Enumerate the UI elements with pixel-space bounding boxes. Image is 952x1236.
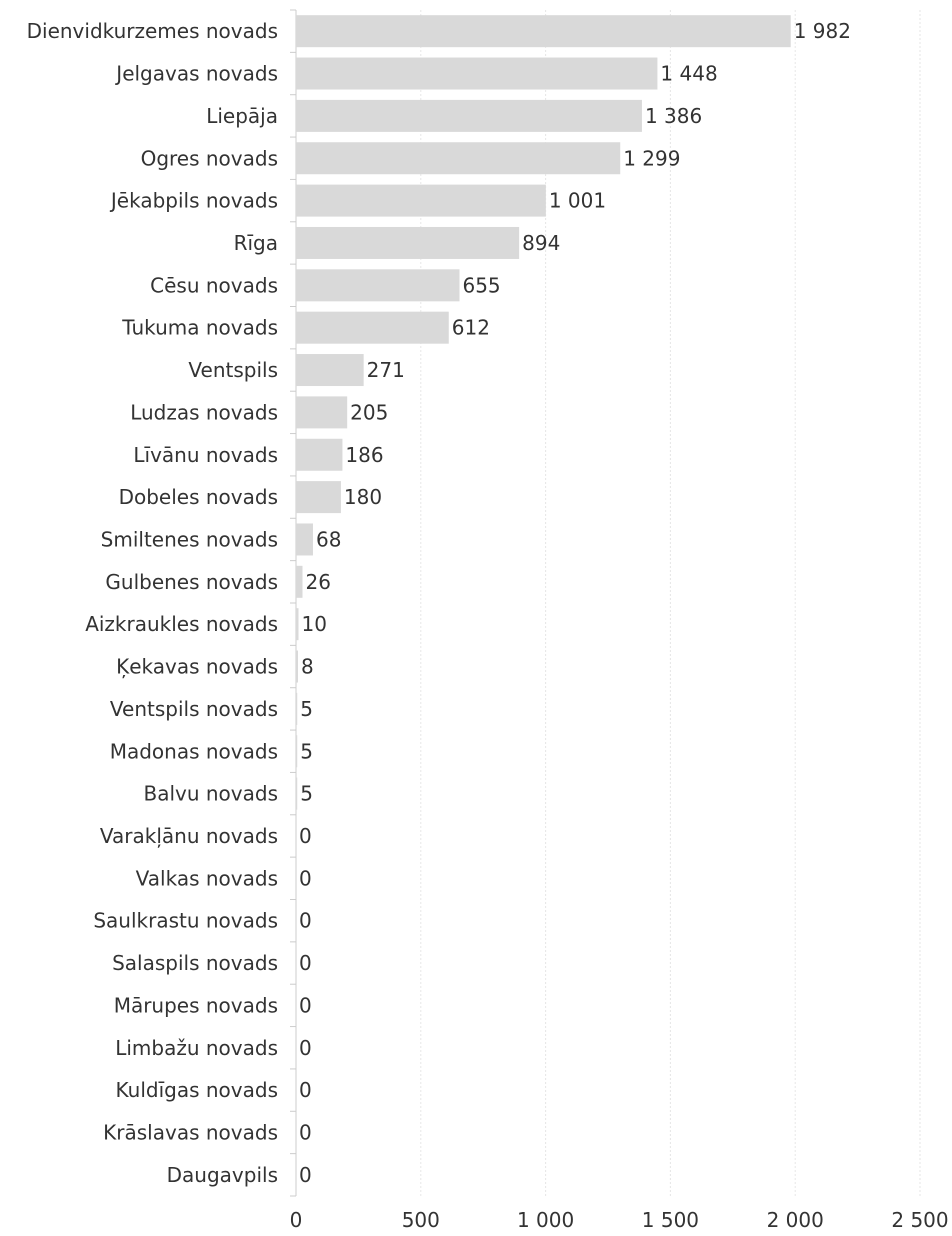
- x-tick-label: 2 500: [891, 1208, 948, 1232]
- value-label: 0: [299, 1163, 312, 1187]
- category-label: Krāslavas novads: [103, 1120, 278, 1144]
- bar: [296, 692, 298, 725]
- category-label: Valkas novads: [136, 866, 278, 890]
- category-label: Liepāja: [206, 104, 278, 128]
- x-tick-label: 500: [402, 1208, 440, 1232]
- bar: [296, 481, 341, 514]
- bar: [296, 15, 791, 48]
- bar: [296, 650, 298, 683]
- x-tick-label: 2 000: [767, 1208, 824, 1232]
- category-label: Salaspils novads: [112, 951, 278, 975]
- category-label: Daugavpils: [167, 1163, 278, 1187]
- value-label: 68: [316, 527, 341, 551]
- bar: [296, 354, 364, 387]
- bar: [296, 735, 298, 768]
- category-label: Mārupes novads: [114, 993, 278, 1017]
- category-label: Ludzas novads: [130, 400, 278, 424]
- bar: [296, 311, 449, 344]
- category-label: Cēsu novads: [150, 273, 278, 297]
- value-label: 0: [299, 1078, 312, 1102]
- value-label: 1 001: [549, 189, 606, 213]
- bar: [296, 777, 298, 810]
- bar: [296, 99, 642, 132]
- x-tick-label: 1 000: [517, 1208, 574, 1232]
- value-label: 5: [300, 782, 313, 806]
- category-label: Dobeles novads: [119, 485, 278, 509]
- value-label: 205: [350, 400, 388, 424]
- category-label: Gulbenes novads: [105, 570, 278, 594]
- value-label: 0: [299, 866, 312, 890]
- value-label: 0: [299, 824, 312, 848]
- category-label: Līvānu novads: [133, 443, 278, 467]
- value-label: 5: [300, 697, 313, 721]
- category-label: Ķekavas novads: [116, 655, 278, 679]
- value-label: 612: [452, 316, 490, 340]
- bar: [296, 269, 460, 302]
- category-label: Limbažu novads: [115, 1036, 278, 1060]
- category-label: Dienvidkurzemes novads: [27, 19, 278, 43]
- bar: [296, 226, 520, 259]
- category-label: Rīga: [234, 231, 278, 255]
- category-label: Jēkabpils novads: [109, 189, 278, 213]
- x-tick-label: 0: [290, 1208, 303, 1232]
- bar: [296, 565, 303, 598]
- bar: [296, 57, 658, 90]
- category-label: Madonas novads: [110, 739, 278, 763]
- category-label: Tukuma novads: [121, 316, 278, 340]
- value-label: 10: [301, 612, 326, 636]
- bar: [296, 438, 343, 471]
- value-label: 8: [301, 655, 314, 679]
- category-label: Smiltenes novads: [101, 527, 278, 551]
- value-label: 0: [299, 1120, 312, 1144]
- category-label: Kuldīgas novads: [116, 1078, 278, 1102]
- value-label: 5: [300, 739, 313, 763]
- category-label: Saulkrastu novads: [93, 909, 278, 933]
- value-label: 1 448: [660, 62, 717, 86]
- value-label: 1 982: [794, 19, 851, 43]
- value-label: 0: [299, 951, 312, 975]
- value-label: 0: [299, 909, 312, 933]
- value-label: 180: [344, 485, 382, 509]
- category-label: Aizkraukles novads: [85, 612, 278, 636]
- value-label: 26: [305, 570, 330, 594]
- value-label: 0: [299, 1036, 312, 1060]
- category-label: Ogres novads: [141, 146, 278, 170]
- category-label: Balvu novads: [143, 782, 278, 806]
- value-label: 186: [345, 443, 383, 467]
- value-label: 655: [462, 273, 500, 297]
- bar: [296, 523, 313, 556]
- value-label: 1 299: [623, 146, 680, 170]
- value-label: 271: [367, 358, 405, 382]
- value-label: 0: [299, 993, 312, 1017]
- value-label: 894: [522, 231, 560, 255]
- bar: [296, 396, 348, 429]
- category-label: Varakļānu novads: [100, 824, 278, 848]
- x-tick-label: 1 500: [642, 1208, 699, 1232]
- category-label: Ventspils: [188, 358, 278, 382]
- value-label: 1 386: [645, 104, 702, 128]
- category-label: Jelgavas novads: [114, 62, 278, 86]
- category-label: Ventspils novads: [110, 697, 278, 721]
- bar: [296, 608, 299, 641]
- bar: [296, 142, 621, 175]
- bar: [296, 184, 546, 217]
